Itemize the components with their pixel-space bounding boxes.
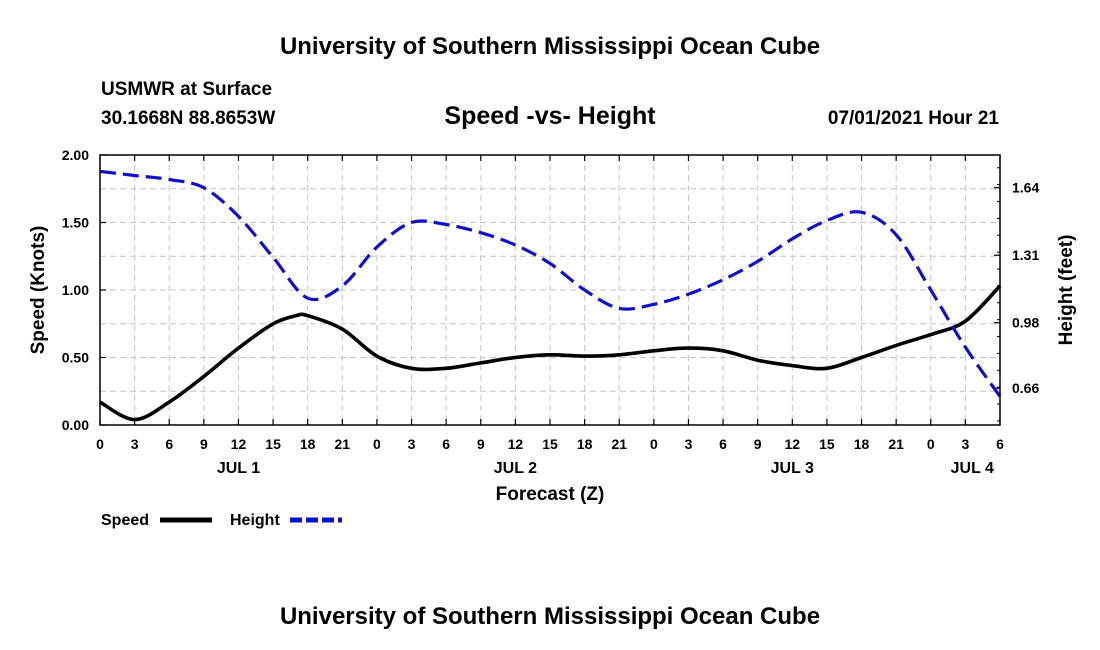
x-tick-label: 6 [442, 436, 450, 452]
x-axis-ticks: 0 3 6 9 12 15 18 21 0 3 6 9 12 15 18 21 0 3 6 9 12 15 18 21 0 3 6 [96, 155, 1004, 452]
x-tick-label: 15 [542, 436, 558, 452]
x-tick-label: 12 [508, 436, 524, 452]
top-title: University of Southern Mississippi Ocean… [280, 33, 820, 60]
y-left-tick-label: 0.50 [62, 350, 89, 366]
y-left-tick-label: 2.00 [62, 147, 89, 163]
x-tick-label: 18 [854, 436, 870, 452]
x-tick-label: 3 [408, 436, 416, 452]
x-tick-label: 3 [961, 436, 969, 452]
y-right-tick-label: 0.66 [1012, 380, 1039, 396]
x-tick-label: 18 [300, 436, 316, 452]
x-tick-label: 21 [611, 436, 627, 452]
x-tick-label: 18 [577, 436, 593, 452]
height-line [99, 169, 1002, 398]
y-right-tick-label: 1.64 [1012, 180, 1039, 196]
legend-height-label: Height [230, 512, 280, 529]
y-axis-left-label: Speed (Knots) [28, 226, 49, 355]
x-tick-label: 0 [96, 436, 104, 452]
y-left-tick-label: 1.00 [62, 282, 89, 298]
day-label: JUL 2 [494, 460, 537, 477]
legend-speed-label: Speed [101, 512, 149, 529]
y-left-tick-label: 0.00 [62, 417, 89, 433]
y-right-tick-label: 1.31 [1012, 247, 1039, 263]
x-tick-label: 9 [477, 436, 485, 452]
x-tick-label: 6 [165, 436, 173, 452]
y-axis-right-label: Height (feet) [1056, 235, 1077, 346]
x-tick-label: 0 [650, 436, 658, 452]
y-right-tick-label: 0.98 [1012, 315, 1039, 331]
series-lines [99, 169, 1002, 422]
x-tick-label: 15 [819, 436, 835, 452]
x-axis-label: Forecast (Z) [496, 484, 605, 505]
bottom-title: University of Southern Mississippi Ocean… [280, 603, 820, 630]
station-label: USMWR at Surface [101, 79, 272, 100]
x-tick-label: 12 [785, 436, 801, 452]
x-tick-label: 21 [888, 436, 904, 452]
left-axis-ticks: 0.00 0.50 1.00 1.50 2.00 [62, 147, 106, 433]
x-tick-label: 0 [373, 436, 381, 452]
x-tick-label: 15 [265, 436, 281, 452]
x-tick-label: 9 [200, 436, 208, 452]
legend: Speed Height [101, 512, 342, 529]
x-tick-label: 3 [131, 436, 139, 452]
day-label: JUL 1 [217, 460, 260, 477]
x-tick-label: 9 [754, 436, 762, 452]
forecast-datetime: 07/01/2021 Hour 21 [828, 108, 1000, 129]
x-tick-label: 6 [719, 436, 727, 452]
coordinates-label: 30.1668N 88.8653W [101, 108, 275, 129]
day-label: JUL 3 [771, 460, 814, 477]
y-left-tick-label: 1.50 [62, 215, 89, 231]
chart-title: Speed -vs- Height [444, 102, 656, 130]
x-tick-label: 6 [996, 436, 1004, 452]
x-tick-label: 12 [231, 436, 247, 452]
x-tick-label: 21 [335, 436, 351, 452]
x-tick-label: 0 [927, 436, 935, 452]
speed-line [99, 284, 1002, 422]
right-axis-ticks: 0.66 0.98 1.31 1.64 [994, 167, 1039, 422]
day-label: JUL 4 [951, 460, 994, 477]
x-tick-label: 3 [685, 436, 693, 452]
day-labels: JUL 1 JUL 2 JUL 3 JUL 4 [217, 460, 994, 477]
gridlines [100, 155, 1000, 425]
plot-frame [99, 154, 1001, 426]
